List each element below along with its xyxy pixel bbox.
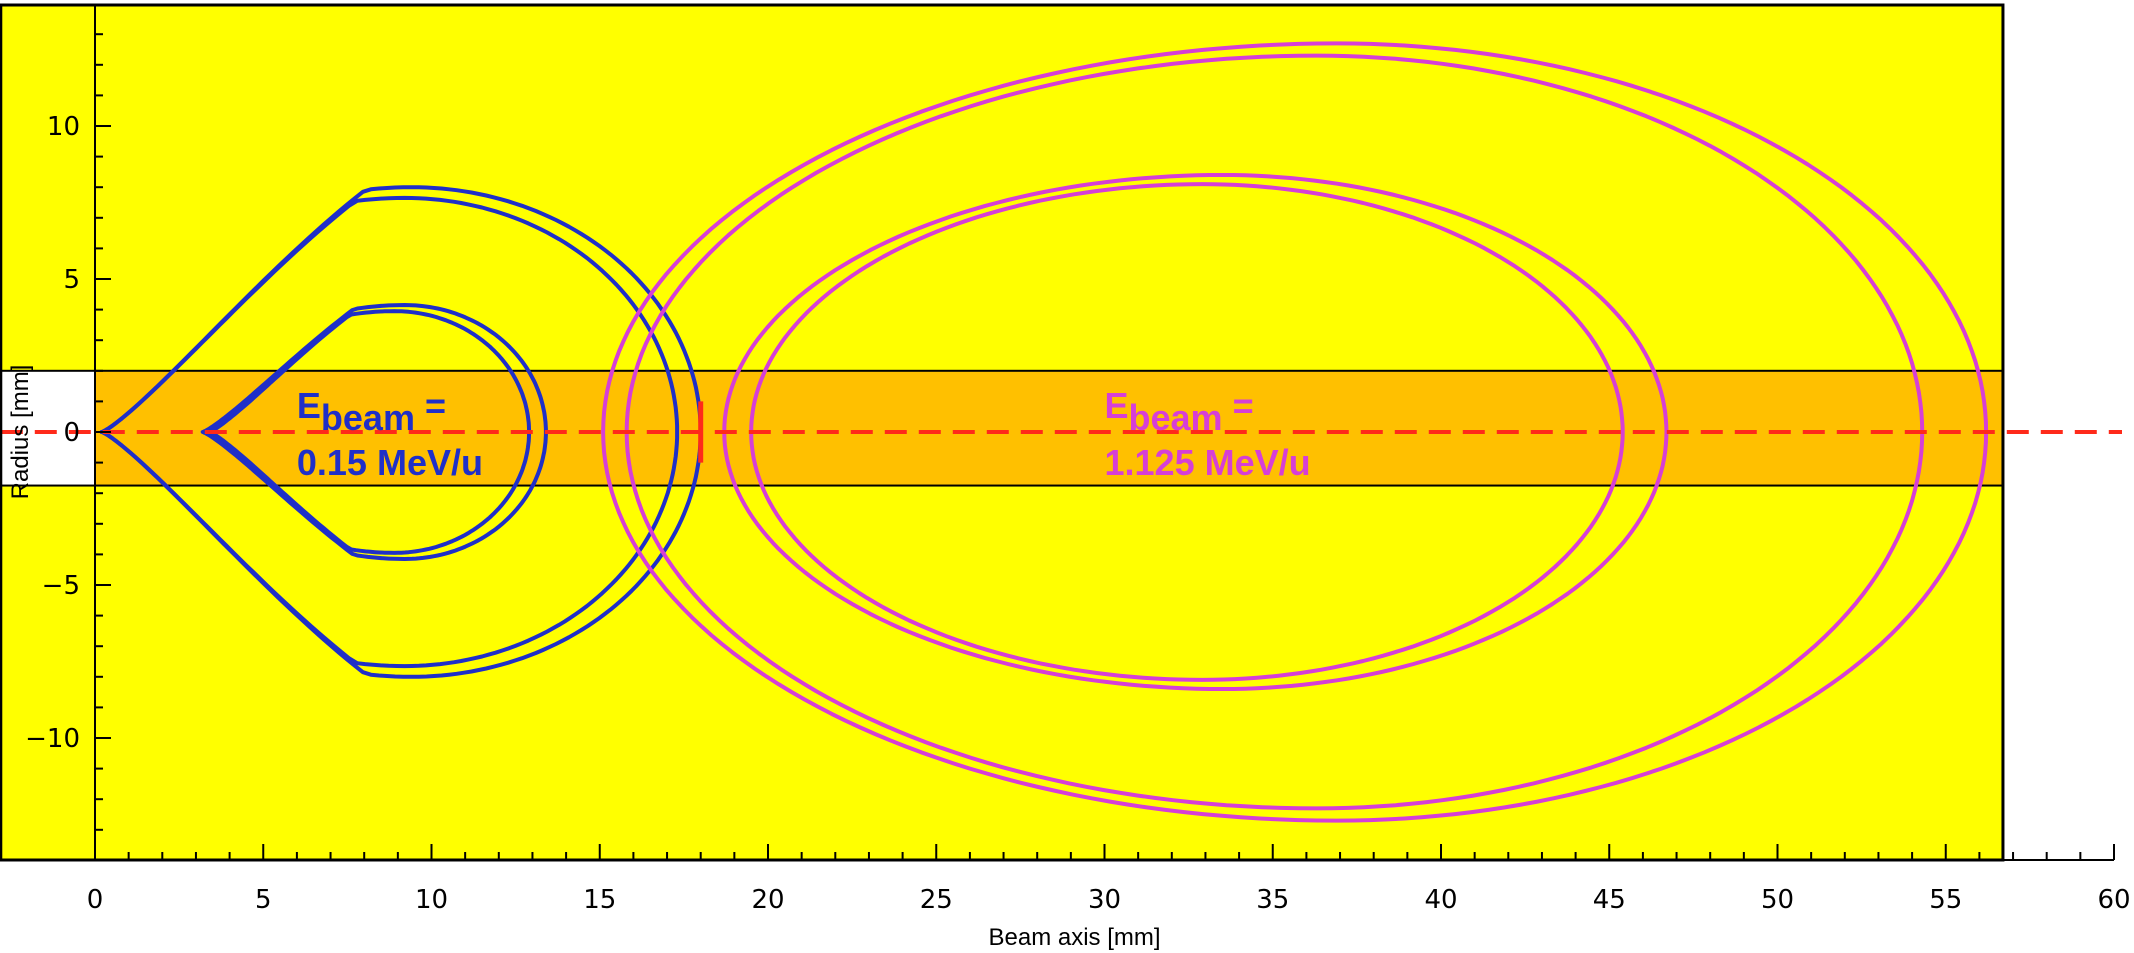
x-tick-label: 55 xyxy=(1929,885,1962,915)
annotation-high-prefix: E xyxy=(1105,385,1129,426)
x-axis-title: Beam axis [mm] xyxy=(988,924,1160,951)
contour-low-2 xyxy=(99,195,680,669)
annotation-high-energy-label: Ebeam = xyxy=(1105,385,1254,438)
plot-frame xyxy=(0,3,2005,862)
annotation-low-energy-value: 0.15 MeV/u xyxy=(297,442,483,483)
x-tick-label: 15 xyxy=(583,885,616,915)
x-tick-label: 25 xyxy=(920,885,953,915)
orange-band-region xyxy=(94,369,2004,487)
annotation-low-subscript: beam xyxy=(321,397,415,438)
x-tick-label: 40 xyxy=(1424,885,1457,915)
y-tick-label: 0 xyxy=(63,418,80,448)
annotation-high-energy-value: 1.125 MeV/u xyxy=(1105,442,1311,483)
y-axis-title: Radius [mm] xyxy=(7,365,34,500)
x-tick-label: 5 xyxy=(255,885,272,915)
annotation-high-suffix: = xyxy=(1223,385,1254,426)
y-tick-label: −5 xyxy=(42,571,80,601)
annotation-low-suffix: = xyxy=(415,385,446,426)
x-tick-label: 45 xyxy=(1593,885,1626,915)
axes: 0 5 10 15 20 25 30 35 40 45 50 55 60 −10 −5 0 5 10 xyxy=(25,5,2131,915)
x-tick-label: 20 xyxy=(751,885,784,915)
annotation-low-prefix: E xyxy=(297,385,321,426)
annotation-low-energy-label: Ebeam = xyxy=(297,385,446,438)
contour-high-7 xyxy=(722,173,1669,691)
x-tick-label: 60 xyxy=(2097,885,2130,915)
x-tick-label: 50 xyxy=(1761,885,1794,915)
y-tick-label: 10 xyxy=(47,112,80,142)
x-tick-label: 0 xyxy=(87,885,104,915)
x-tick-label: 10 xyxy=(415,885,448,915)
annotation-high-subscript: beam xyxy=(1129,397,1223,438)
y-tick-label: −10 xyxy=(25,724,80,754)
x-tick-label: 35 xyxy=(1256,885,1289,915)
y-tick-label: 5 xyxy=(63,265,80,295)
x-tick-label: 30 xyxy=(1088,885,1121,915)
contour-high-8 xyxy=(749,182,1625,682)
